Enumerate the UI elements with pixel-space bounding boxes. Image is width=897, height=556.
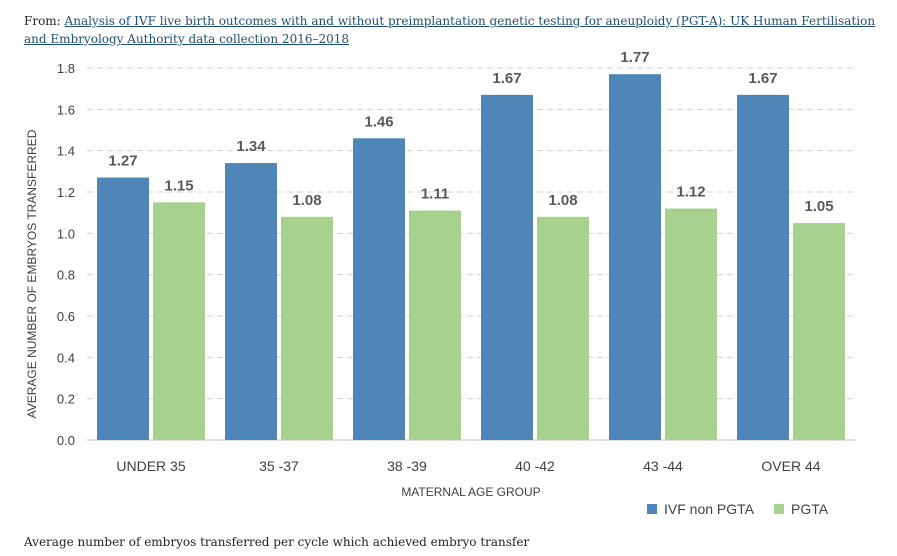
y-axis-title: AVERAGE NUMBER OF EMBRYOS TRANSFERRED (25, 129, 39, 418)
data-label: 1.08 (292, 192, 321, 209)
bar (537, 216, 589, 440)
data-label: 1.27 (108, 153, 137, 170)
bar (409, 210, 461, 440)
y-tick-label: 1.8 (57, 61, 75, 76)
x-axis-title: MATERNAL AGE GROUP (401, 485, 540, 499)
legend-label: IVF non PGTA (664, 501, 755, 517)
y-tick-label: 1.4 (57, 144, 75, 159)
y-tick-label: 0.8 (57, 268, 75, 283)
x-tick-label: OVER 44 (761, 458, 820, 474)
figure-caption: Average number of embryos transferred pe… (24, 535, 530, 549)
y-tick-label: 1.2 (57, 185, 75, 200)
data-label: 1.11 (421, 186, 449, 203)
data-label: 1.34 (236, 138, 266, 155)
data-label: 1.12 (676, 184, 705, 201)
chart-container: 0.0 0.2 0.4 0.6 0.8 1.0 1.2 1.4 1.6 1.8 1.27 1.15 UN… (0, 49, 897, 530)
x-tick-label: 40 -42 (515, 458, 555, 474)
data-label: 1.67 (492, 70, 521, 87)
data-label: 1.15 (164, 177, 193, 194)
bar (153, 202, 205, 440)
y-tick-label: 0.2 (57, 392, 75, 407)
y-tick-label: 1.6 (57, 102, 75, 117)
bar (665, 208, 717, 440)
source-prefix: From: (24, 14, 61, 28)
bar (281, 216, 333, 440)
data-label: 1.67 (748, 70, 777, 87)
bar (793, 223, 845, 440)
source-link[interactable]: Analysis of IVF live birth outcomes with… (24, 14, 876, 46)
bar (481, 94, 533, 440)
bar (97, 177, 149, 440)
x-tick-label: 35 -37 (259, 458, 299, 474)
legend-label: PGTA (791, 501, 829, 517)
x-tick-label: UNDER 35 (116, 458, 185, 474)
data-label: 1.77 (620, 50, 649, 66)
x-tick-label: 43 -44 (643, 458, 683, 474)
source-citation: From: Analysis of IVF live birth outcome… (24, 12, 884, 48)
x-tick-label: 38 -39 (387, 458, 427, 474)
y-tick-label: 0.6 (57, 309, 75, 324)
bar-chart: 0.0 0.2 0.4 0.6 0.8 1.0 1.2 1.4 1.6 1.8 1.27 1.15 UN… (25, 49, 855, 517)
y-tick-label: 0.0 (57, 433, 75, 448)
bar (737, 94, 789, 440)
y-tick-label: 1.0 (57, 226, 75, 241)
legend-swatch (774, 504, 784, 514)
legend-swatch (647, 504, 657, 514)
bar (353, 138, 405, 440)
data-label: 1.08 (548, 192, 577, 209)
y-tick-label: 0.4 (57, 350, 75, 365)
bar (609, 74, 661, 440)
data-label: 1.46 (364, 113, 393, 130)
data-label: 1.05 (804, 198, 833, 215)
bar (225, 163, 277, 441)
